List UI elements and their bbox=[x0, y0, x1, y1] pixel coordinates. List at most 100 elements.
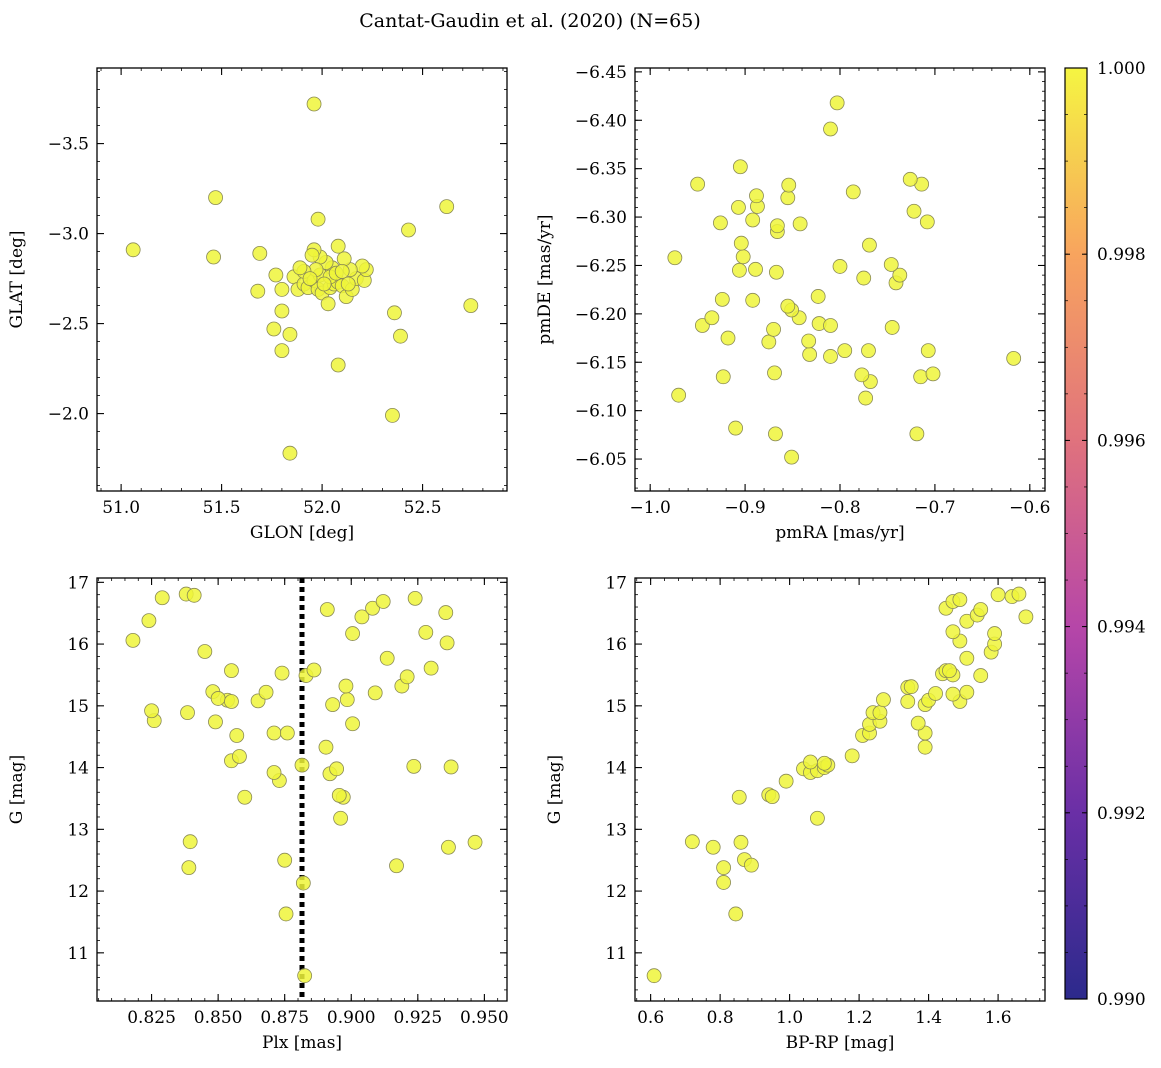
data-point bbox=[829, 95, 845, 111]
data-point bbox=[387, 305, 402, 321]
data-point bbox=[441, 839, 456, 855]
data-point bbox=[186, 587, 202, 603]
data-point bbox=[354, 609, 370, 625]
data-point bbox=[340, 276, 356, 292]
data-point bbox=[319, 602, 335, 617]
data-point bbox=[325, 697, 341, 712]
x-tick-label: 1.2 bbox=[846, 1008, 873, 1028]
data-point bbox=[274, 343, 290, 359]
data-point bbox=[690, 176, 706, 192]
data-point bbox=[345, 716, 360, 732]
data-point bbox=[973, 602, 989, 617]
data-point bbox=[973, 668, 989, 683]
data-points bbox=[646, 586, 1034, 984]
colorbar-tick-label: 0.992 bbox=[1097, 804, 1146, 824]
y-tick-label: 12 bbox=[605, 882, 627, 902]
data-point bbox=[837, 343, 853, 359]
data-point bbox=[1018, 609, 1034, 625]
data-point bbox=[845, 184, 861, 200]
data-point bbox=[467, 834, 483, 850]
data-point bbox=[318, 739, 334, 755]
data-point bbox=[367, 685, 383, 701]
data-point bbox=[336, 251, 352, 267]
data-point bbox=[423, 660, 439, 676]
data-point bbox=[731, 789, 747, 805]
data-point bbox=[182, 834, 198, 850]
data-point bbox=[274, 303, 290, 319]
data-point bbox=[732, 159, 748, 175]
data-point bbox=[733, 235, 749, 251]
x-tick-label: 0.850 bbox=[194, 1008, 243, 1028]
x-tick-label: 0.925 bbox=[393, 1008, 442, 1028]
y-axis-label: pmDE [mas/yr] bbox=[535, 214, 555, 344]
data-point bbox=[743, 857, 759, 873]
data-point bbox=[302, 271, 318, 287]
colorbar-tick-label: 1.000 bbox=[1097, 59, 1146, 79]
y-tick-label: −2.5 bbox=[48, 315, 89, 335]
y-tick-label: −6.15 bbox=[575, 353, 627, 373]
colorbar-tick-label: 0.990 bbox=[1097, 990, 1146, 1010]
data-point bbox=[206, 249, 221, 265]
data-point bbox=[295, 875, 311, 891]
plot-frame bbox=[634, 577, 1046, 1002]
data-point bbox=[365, 600, 380, 616]
x-tick-label: 51.0 bbox=[102, 498, 140, 518]
data-point bbox=[646, 968, 662, 984]
data-point bbox=[913, 369, 929, 385]
minor-ticks bbox=[635, 578, 1045, 1001]
y-tick-label: 12 bbox=[67, 882, 89, 902]
data-point bbox=[802, 347, 818, 362]
data-point bbox=[266, 321, 282, 337]
data-point bbox=[379, 650, 395, 666]
data-point bbox=[316, 276, 332, 292]
y-axis-label: GLAT [deg] bbox=[7, 230, 27, 328]
y-tick-label: −6.45 bbox=[575, 63, 627, 83]
data-point bbox=[181, 860, 197, 876]
y-axis-label: G [mag] bbox=[7, 755, 27, 824]
data-point bbox=[310, 211, 326, 227]
data-point bbox=[987, 626, 1003, 641]
data-point bbox=[705, 839, 721, 855]
data-point bbox=[399, 669, 415, 685]
data-point bbox=[761, 334, 777, 350]
y-tick-label: −2.0 bbox=[48, 405, 89, 425]
colorbar-tick-label: 0.996 bbox=[1097, 431, 1146, 451]
figure-title: Cantat-Gaudin et al. (2020) (N=65) bbox=[359, 10, 701, 32]
data-point bbox=[959, 684, 975, 700]
data-point bbox=[141, 613, 157, 629]
data-point bbox=[715, 369, 731, 385]
data-point bbox=[1006, 350, 1022, 366]
data-point bbox=[282, 326, 298, 342]
y-axis-label: G [mag] bbox=[545, 755, 565, 824]
y-tick-label: 13 bbox=[605, 820, 627, 840]
data-point bbox=[884, 320, 900, 335]
data-point bbox=[279, 725, 295, 741]
x-tick-label: 1.4 bbox=[915, 1008, 942, 1028]
data-point bbox=[745, 292, 761, 308]
x-tick-label: 0.950 bbox=[460, 1008, 509, 1028]
x-tick-label: 0.825 bbox=[127, 1008, 176, 1028]
y-tick-label: −6.20 bbox=[575, 305, 627, 325]
data-point bbox=[294, 757, 310, 773]
data-point bbox=[952, 592, 968, 608]
data-point bbox=[780, 298, 796, 314]
y-tick-label: 15 bbox=[67, 697, 89, 717]
data-point bbox=[330, 238, 346, 254]
data-point bbox=[810, 810, 825, 826]
data-point bbox=[883, 257, 899, 272]
data-point bbox=[823, 349, 838, 364]
panel-proper-motion: −1.0 −0.9 −0.8 −0.7 −0.6 −6.05 −6.10 −6.15 −6.20… bbox=[535, 63, 1050, 543]
data-point bbox=[990, 587, 1006, 603]
data-point bbox=[769, 264, 784, 280]
data-point bbox=[282, 445, 298, 461]
y-tick-label: 17 bbox=[605, 573, 627, 593]
data-point bbox=[728, 420, 744, 436]
panel-sky: 51.0 51.5 52.0 52.5 −2.0 −2.5 −3.0 −3.5 GLON [de… bbox=[7, 67, 508, 543]
data-point bbox=[748, 261, 763, 277]
data-point bbox=[237, 789, 253, 805]
data-point bbox=[716, 860, 732, 876]
x-tick-label: 1.0 bbox=[776, 1008, 803, 1028]
data-point bbox=[333, 810, 349, 826]
colorbar-ticks: 0.990 0.992 0.994 0.996 0.998 1.000 bbox=[1065, 59, 1146, 1010]
data-point bbox=[909, 426, 925, 442]
